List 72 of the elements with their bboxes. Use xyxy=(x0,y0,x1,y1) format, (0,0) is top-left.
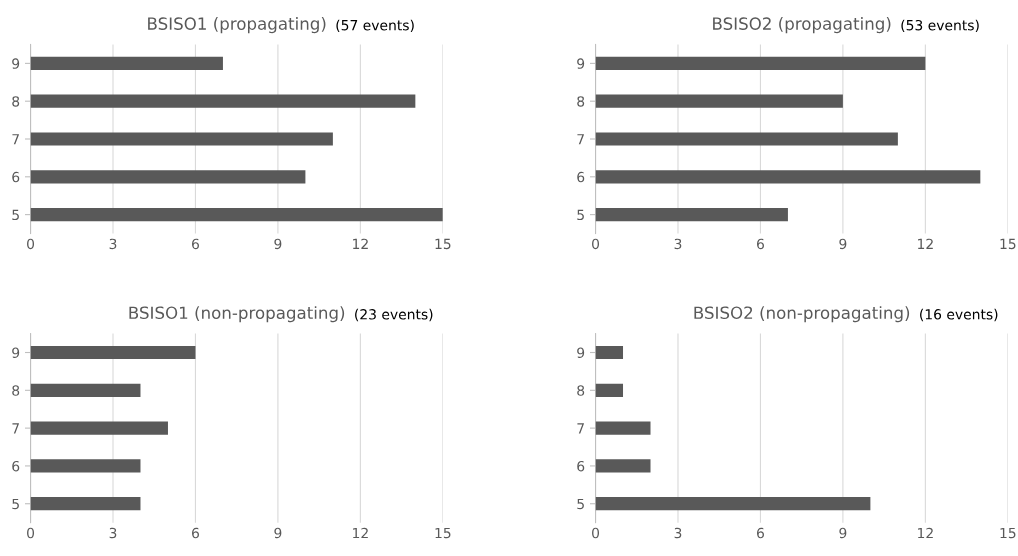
chart-subtitle: (53 events) xyxy=(901,19,979,33)
bar xyxy=(30,345,196,360)
bar xyxy=(595,132,898,146)
bar xyxy=(30,56,223,70)
bar xyxy=(595,208,788,222)
bar xyxy=(30,94,416,108)
x-tick-label: 12 xyxy=(918,527,933,539)
bar xyxy=(30,459,141,473)
x-tick-label: 15 xyxy=(1000,238,1016,250)
y-tick-label: 7 xyxy=(12,423,19,434)
x-tick-label: 15 xyxy=(1000,527,1016,539)
bar xyxy=(595,497,871,511)
bar xyxy=(595,94,843,108)
bar xyxy=(30,383,141,397)
x-tick-label: 15 xyxy=(435,527,451,539)
y-tick-label: 9 xyxy=(12,58,20,69)
x-tick-label: 15 xyxy=(435,238,451,250)
x-tick-label: 6 xyxy=(192,527,199,539)
y-tick-label: 5 xyxy=(12,209,19,221)
x-tick-label: 3 xyxy=(674,238,682,250)
y-tick-label: 7 xyxy=(577,134,584,145)
chart-title: BSISO1 (propagating) xyxy=(148,17,326,34)
x-tick-label: 9 xyxy=(274,238,282,250)
y-tick-label: 5 xyxy=(577,209,584,221)
y-tick-label: 6 xyxy=(12,171,20,183)
y-tick-label: 8 xyxy=(577,96,585,107)
y-tick-label: 7 xyxy=(577,423,584,434)
bar xyxy=(30,132,333,146)
bar xyxy=(595,383,624,397)
y-tick-label: 6 xyxy=(12,460,20,472)
bar xyxy=(30,170,306,184)
chart-title: BSISO2 (non-propagating) xyxy=(694,306,910,323)
x-tick-label: 3 xyxy=(674,527,682,539)
x-tick-label: 12 xyxy=(353,238,368,249)
x-tick-label: 9 xyxy=(274,527,282,539)
y-tick-label: 9 xyxy=(577,58,585,69)
x-tick-label: 0 xyxy=(592,238,600,250)
x-tick-label: 12 xyxy=(353,527,368,539)
chart-subtitle: (23 events) xyxy=(355,308,433,322)
chart-subtitle: (57 events) xyxy=(336,19,414,33)
y-tick-label: 8 xyxy=(12,385,20,396)
y-tick-label: 9 xyxy=(577,347,585,358)
y-tick-label: 6 xyxy=(577,460,585,472)
chart-title: BSISO1 (non-propagating) xyxy=(129,306,345,323)
x-tick-label: 9 xyxy=(839,527,847,539)
chart-subtitle: (16 events) xyxy=(920,308,998,322)
bar xyxy=(595,345,624,360)
y-tick-label: 8 xyxy=(577,385,585,396)
y-tick-label: 8 xyxy=(12,96,20,107)
x-tick-label: 0 xyxy=(27,238,35,250)
y-tick-label: 5 xyxy=(577,498,584,510)
x-tick-label: 6 xyxy=(192,238,199,250)
bar xyxy=(595,56,926,70)
bar xyxy=(595,459,651,473)
bar xyxy=(30,421,168,435)
x-tick-label: 6 xyxy=(757,238,764,250)
chart-title: BSISO2 (propagating) xyxy=(713,17,891,34)
bar xyxy=(595,421,651,435)
x-tick-label: 6 xyxy=(757,527,764,539)
bar xyxy=(30,208,443,222)
y-tick-label: 7 xyxy=(12,134,19,145)
x-tick-label: 3 xyxy=(109,238,117,250)
bar xyxy=(30,497,141,511)
x-tick-label: 9 xyxy=(839,238,847,250)
x-tick-label: 0 xyxy=(27,527,35,539)
bar xyxy=(595,170,981,184)
y-tick-label: 9 xyxy=(12,347,20,358)
y-tick-label: 5 xyxy=(12,498,19,510)
y-tick-label: 6 xyxy=(577,171,585,183)
x-tick-label: 3 xyxy=(109,527,117,539)
x-tick-label: 0 xyxy=(592,527,600,539)
x-tick-label: 12 xyxy=(918,238,933,249)
